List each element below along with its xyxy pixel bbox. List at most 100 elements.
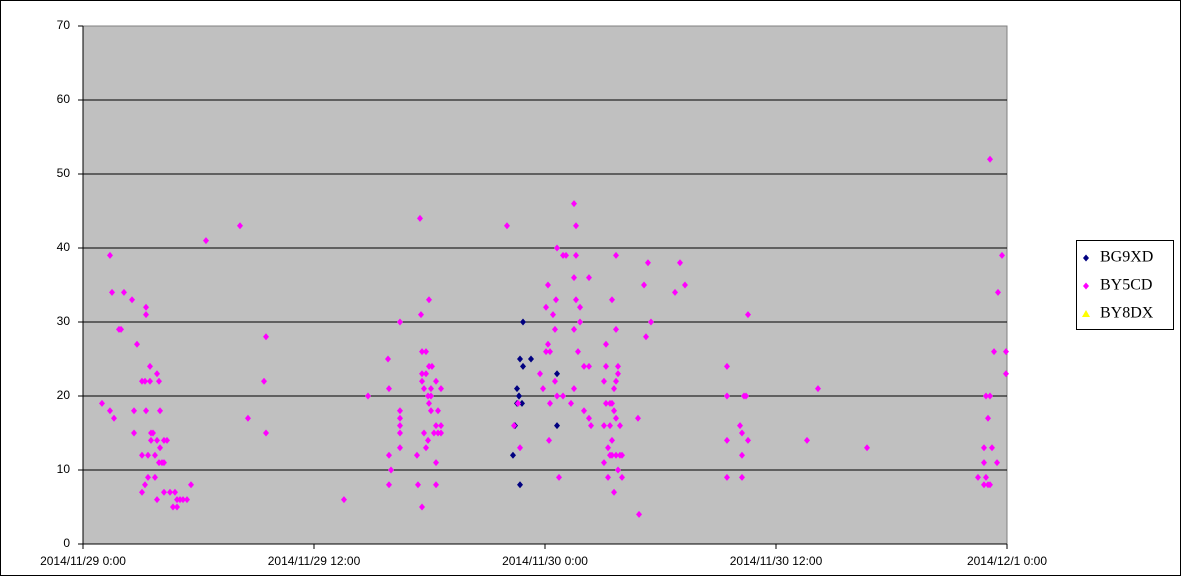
point	[396, 407, 403, 415]
point	[106, 251, 113, 259]
point	[602, 340, 609, 348]
point	[385, 451, 392, 459]
point	[134, 340, 141, 348]
point	[171, 488, 178, 496]
point	[737, 422, 744, 430]
point	[146, 377, 153, 385]
point	[676, 259, 683, 267]
point	[974, 473, 981, 481]
point	[723, 473, 730, 481]
point	[413, 451, 420, 459]
point	[608, 399, 615, 407]
point	[396, 414, 403, 422]
point	[614, 370, 621, 378]
point	[143, 407, 150, 415]
point	[571, 200, 578, 208]
point	[154, 436, 161, 444]
y-tick-label: 60	[57, 92, 71, 106]
point	[143, 303, 150, 311]
point	[641, 281, 648, 289]
point	[517, 444, 524, 452]
point	[560, 392, 567, 400]
point	[540, 385, 547, 393]
point	[607, 422, 614, 430]
point	[551, 325, 558, 333]
x-tick-label: 2014/11/30 0:00	[502, 554, 588, 568]
point	[980, 444, 987, 452]
point	[573, 222, 580, 230]
point	[433, 459, 440, 467]
point	[602, 362, 609, 370]
point	[385, 355, 392, 363]
x-tick-label: 2014/11/30 12:00	[730, 554, 823, 568]
point	[396, 318, 403, 326]
y-tick-label: 30	[57, 314, 71, 328]
legend-label: BY8DX	[1100, 305, 1154, 322]
y-tick-label: 40	[57, 240, 71, 254]
point	[509, 451, 516, 459]
point	[554, 392, 561, 400]
point	[554, 244, 561, 252]
point	[986, 155, 993, 163]
point	[111, 414, 118, 422]
point	[435, 429, 442, 437]
point	[681, 281, 688, 289]
point	[545, 281, 552, 289]
point	[985, 414, 992, 422]
point	[980, 459, 987, 467]
point	[154, 370, 161, 378]
point	[385, 481, 392, 489]
legend-marker	[1082, 310, 1090, 317]
point	[166, 488, 173, 496]
point	[585, 414, 592, 422]
point	[611, 385, 618, 393]
point	[738, 451, 745, 459]
point	[571, 385, 578, 393]
point	[982, 473, 989, 481]
point	[160, 488, 167, 496]
point	[177, 496, 184, 504]
point	[988, 444, 995, 452]
y-tick-label: 20	[57, 388, 71, 402]
point	[510, 422, 517, 430]
point	[430, 429, 437, 437]
point	[183, 496, 190, 504]
point	[635, 414, 642, 422]
point	[188, 481, 195, 489]
point	[560, 251, 567, 259]
point	[419, 377, 426, 385]
point	[571, 274, 578, 282]
point	[605, 473, 612, 481]
point	[999, 251, 1006, 259]
point	[433, 481, 440, 489]
point	[605, 444, 612, 452]
point	[573, 296, 580, 304]
point	[546, 399, 553, 407]
point	[616, 422, 623, 430]
legend-box	[1076, 240, 1174, 330]
point	[585, 274, 592, 282]
point	[600, 422, 607, 430]
point	[518, 399, 525, 407]
point	[109, 288, 116, 296]
x-tick-label: 2014/11/29 0:00	[40, 554, 126, 568]
point	[145, 473, 152, 481]
point	[425, 436, 432, 444]
point	[106, 407, 113, 415]
point	[554, 422, 561, 430]
point	[419, 348, 426, 356]
point	[129, 296, 136, 304]
point	[396, 429, 403, 437]
point	[365, 392, 372, 400]
point	[515, 392, 522, 400]
point	[613, 451, 620, 459]
point	[427, 407, 434, 415]
point	[157, 407, 164, 415]
point	[991, 348, 998, 356]
point	[433, 377, 440, 385]
point	[438, 429, 445, 437]
point	[146, 362, 153, 370]
point	[174, 503, 181, 511]
point	[517, 355, 524, 363]
legend-marker	[1083, 282, 1089, 290]
